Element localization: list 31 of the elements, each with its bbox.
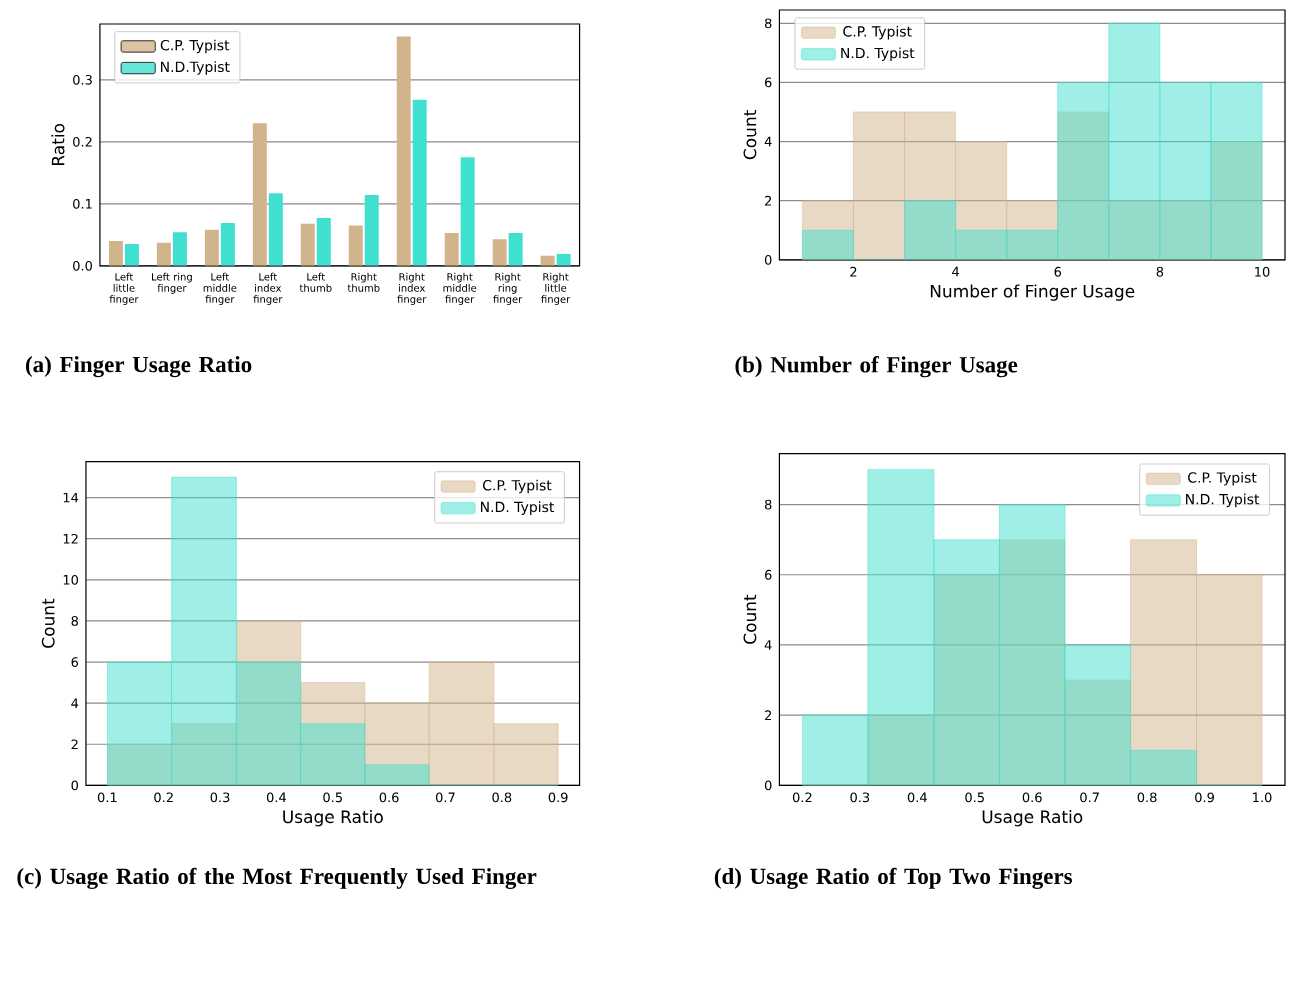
text: (d) Usage Ratio of Top Two Fingers bbox=[714, 868, 1073, 890]
bar bbox=[492, 239, 507, 267]
bar bbox=[108, 241, 123, 267]
bar bbox=[444, 233, 459, 267]
bar bbox=[172, 232, 187, 267]
bar bbox=[204, 230, 219, 267]
y-axis-title: Ratio bbox=[51, 124, 65, 166]
x-axis-title: Usage Ratio bbox=[283, 810, 383, 827]
y-axis-title: Count bbox=[743, 595, 757, 645]
x-axis-title: Number of Finger Usage bbox=[930, 284, 1135, 302]
text: (b) Number of Finger Usage bbox=[735, 356, 1018, 378]
bar bbox=[540, 256, 555, 267]
text: (a) Finger Usage Ratio bbox=[26, 356, 252, 378]
bar bbox=[364, 195, 379, 267]
bar bbox=[268, 193, 283, 267]
y-axis-title: Count bbox=[41, 599, 55, 649]
bar bbox=[220, 223, 235, 267]
bar bbox=[316, 218, 331, 267]
bar bbox=[156, 243, 171, 267]
bar bbox=[396, 36, 411, 267]
bar bbox=[556, 254, 571, 267]
bar bbox=[348, 225, 363, 267]
bar bbox=[252, 123, 267, 267]
bar bbox=[300, 224, 315, 267]
bar bbox=[508, 233, 523, 267]
text: (c) Usage Ratio of the Most Frequently Used Finger bbox=[17, 868, 537, 890]
x-axis-title: Usage Ratio bbox=[982, 810, 1083, 827]
y-axis-title: Count bbox=[743, 110, 757, 160]
bar bbox=[460, 157, 475, 267]
bar bbox=[412, 100, 427, 267]
bar bbox=[124, 244, 139, 267]
